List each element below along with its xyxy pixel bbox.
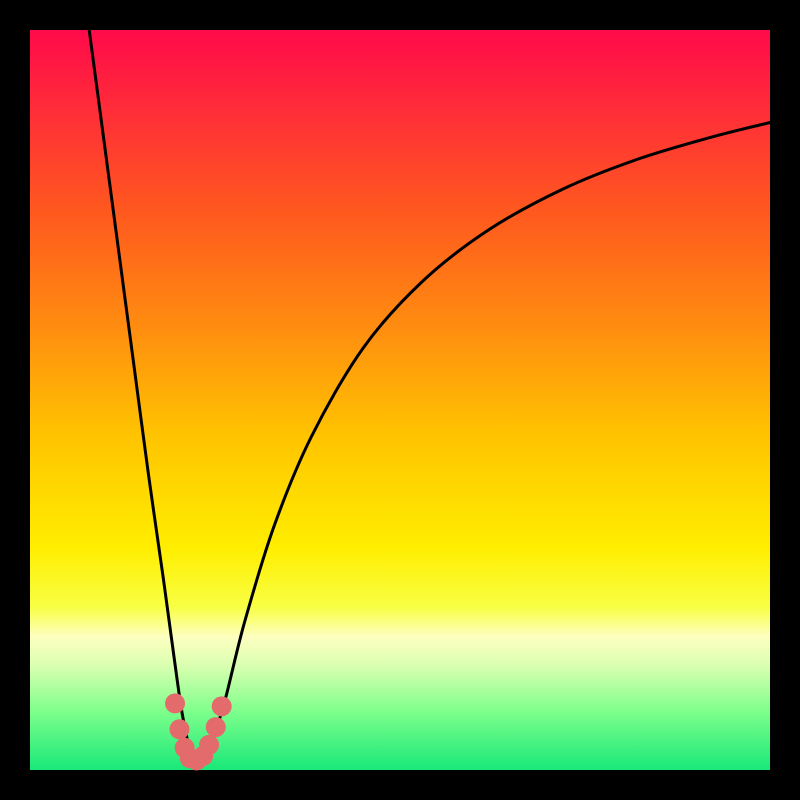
curve-marker (169, 719, 189, 739)
chart-svg (0, 0, 800, 800)
curve-marker (165, 693, 185, 713)
curve-marker (199, 735, 219, 755)
plot-background (30, 30, 770, 770)
chart-stage: TheBottleneck.com (0, 0, 800, 800)
curve-marker (212, 696, 232, 716)
curve-marker (206, 717, 226, 737)
